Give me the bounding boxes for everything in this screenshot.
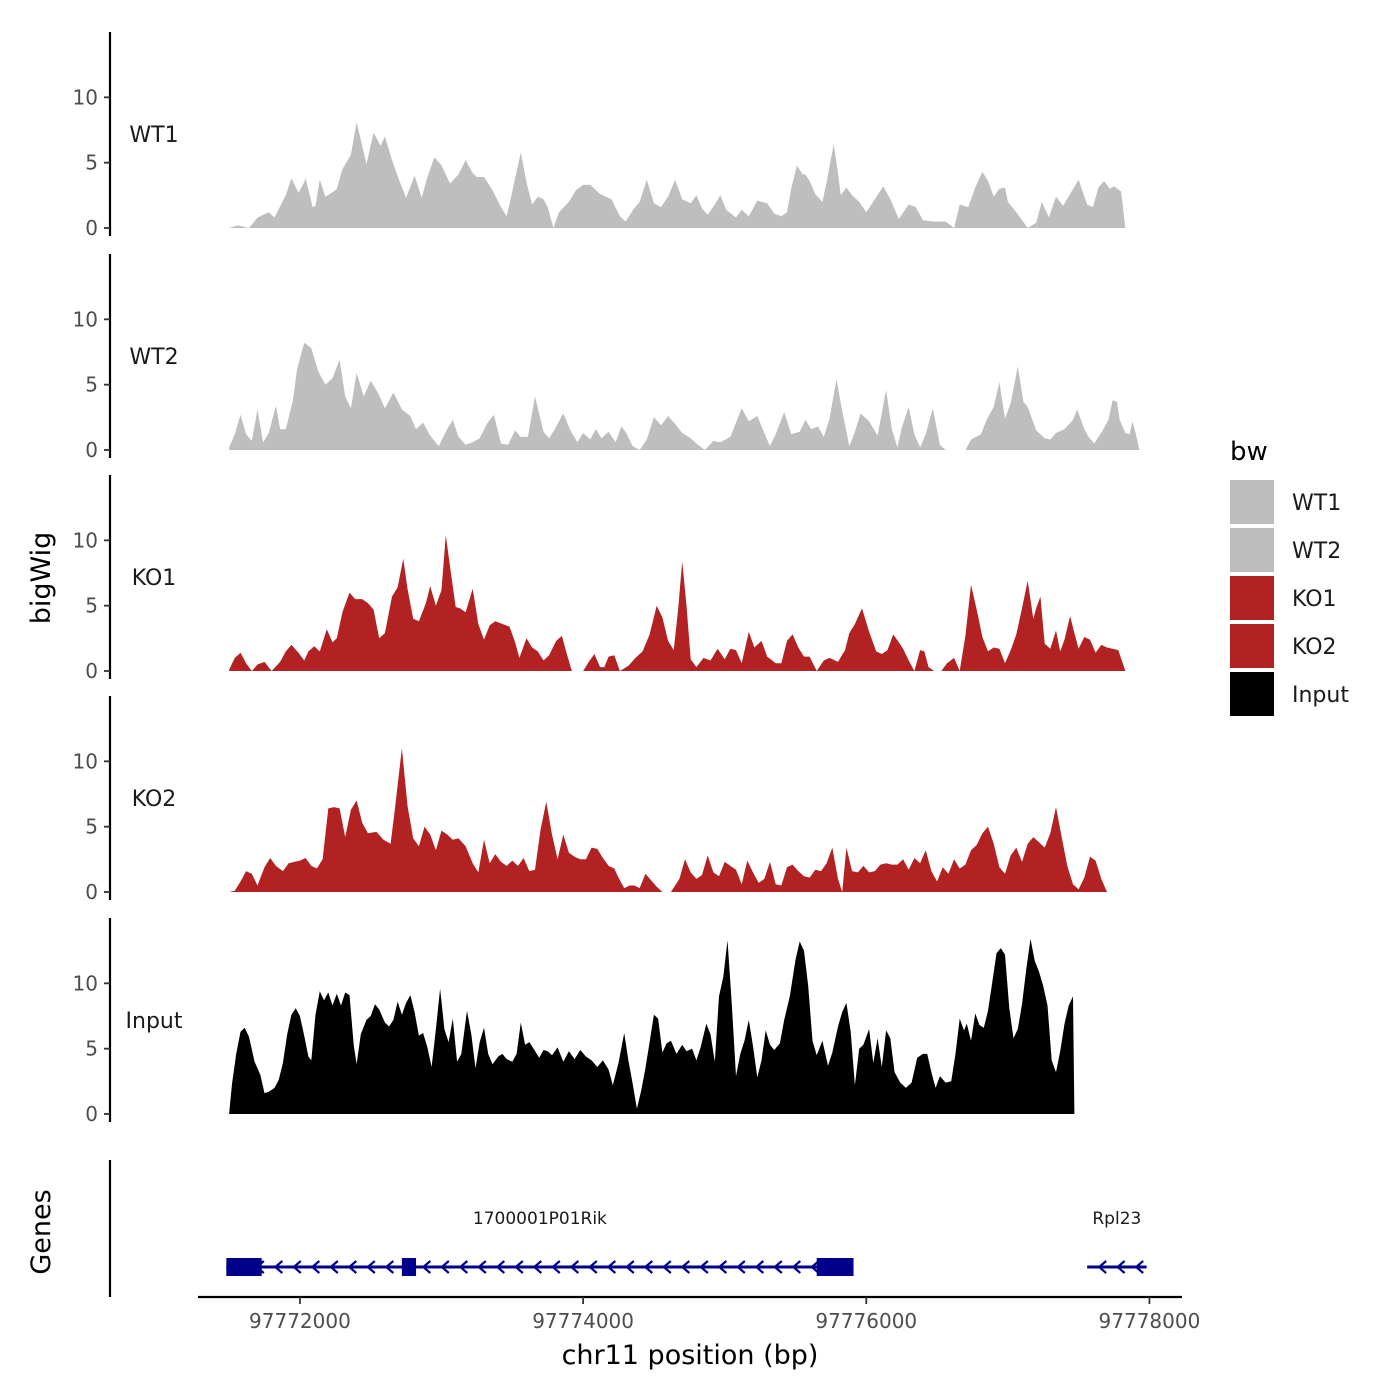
strand-arrow-icon bbox=[329, 1260, 339, 1274]
strand-arrow-icon bbox=[1115, 1260, 1126, 1274]
legend-swatch-ko1 bbox=[1230, 576, 1274, 620]
track-ko2: 0 5 10 KO2 bbox=[73, 696, 1108, 904]
strand-arrow-icon bbox=[384, 1260, 395, 1274]
strand-arrow-icon bbox=[458, 1260, 469, 1274]
genes-track: 1700001P01Rik Rpl23 bbox=[108, 1160, 1147, 1297]
y-tick-label: 0 bbox=[85, 880, 98, 904]
strand-arrow-icon bbox=[366, 1260, 376, 1274]
gene-label: 1700001P01Rik bbox=[473, 1209, 607, 1229]
gene-1700001p01rik: 1700001P01Rik bbox=[226, 1209, 854, 1276]
strand-arrow-icon bbox=[569, 1260, 580, 1274]
y-tick-label: 5 bbox=[85, 815, 98, 839]
strand-arrow-icon bbox=[680, 1260, 691, 1274]
y-tick-label: 10 bbox=[73, 307, 98, 331]
y-tick-label: 0 bbox=[85, 438, 98, 462]
strand-arrow-icon bbox=[514, 1260, 524, 1274]
strand-arrow-icon bbox=[606, 1260, 617, 1274]
strand-arrow-icon bbox=[532, 1260, 543, 1274]
track-area-ko1 bbox=[229, 535, 1126, 671]
strand-arrow-icon bbox=[1134, 1260, 1144, 1274]
track-label-ko2: KO2 bbox=[132, 787, 177, 812]
y-tick-label: 10 bbox=[73, 85, 98, 109]
strand-arrow-icon bbox=[292, 1260, 302, 1274]
strand-arrow-icon bbox=[347, 1260, 358, 1274]
y-tick-label: 0 bbox=[85, 216, 98, 240]
legend-title: bw bbox=[1230, 437, 1268, 467]
track-label-wt1: WT1 bbox=[129, 123, 178, 148]
track-wt2: 0 5 10 WT2 bbox=[73, 254, 1140, 462]
track-area-wt1 bbox=[229, 122, 1126, 228]
x-axis-title: chr11 position (bp) bbox=[562, 1340, 819, 1371]
track-area-input bbox=[229, 938, 1075, 1114]
track-label-wt2: WT2 bbox=[129, 345, 178, 370]
legend-label-ko1: KO1 bbox=[1292, 587, 1337, 612]
bigwig-tracks: 0 5 10 WT1 0 5 10 WT2 0 5 10 KO1 0 5 10 KO2 0 5 10 Input bbox=[73, 32, 1140, 1126]
track-label-ko1: KO1 bbox=[132, 566, 177, 591]
y-tick-label: 0 bbox=[85, 659, 98, 683]
strand-arrow-icon bbox=[421, 1260, 432, 1274]
y-tick-label: 5 bbox=[85, 1037, 98, 1061]
x-tick-label: 97772000 bbox=[249, 1309, 351, 1333]
strand-arrow-icon bbox=[810, 1260, 820, 1274]
legend: bw WT1 WT2 KO1 KO2 Input bbox=[1230, 437, 1349, 716]
x-tick-label: 97774000 bbox=[532, 1309, 634, 1333]
track-area-wt2 bbox=[229, 342, 1140, 450]
y-tick-label: 5 bbox=[85, 373, 98, 397]
y-tick-label: 5 bbox=[85, 151, 98, 175]
track-wt1: 0 5 10 WT1 bbox=[73, 32, 1126, 240]
exon bbox=[226, 1258, 262, 1276]
exon bbox=[816, 1258, 854, 1276]
y-tick-label: 10 bbox=[73, 971, 98, 995]
legend-swatch-input bbox=[1230, 672, 1274, 716]
strand-arrow-icon bbox=[791, 1260, 802, 1274]
strand-arrow-icon bbox=[440, 1260, 450, 1274]
genes-axis-title: Genes bbox=[26, 1189, 57, 1274]
strand-arrow-icon bbox=[495, 1260, 506, 1274]
legend-label-wt1: WT1 bbox=[1292, 491, 1341, 516]
strand-arrow-icon bbox=[551, 1260, 561, 1274]
strand-arrow-icon bbox=[699, 1260, 709, 1274]
strand-arrow-icon bbox=[625, 1260, 635, 1274]
strand-arrow-icon bbox=[1097, 1260, 1107, 1274]
strand-arrow-icon bbox=[717, 1260, 728, 1274]
exon bbox=[401, 1258, 417, 1276]
track-area-ko2 bbox=[229, 748, 1108, 892]
track-label-input: Input bbox=[126, 1009, 183, 1034]
gene-rpl23: Rpl23 bbox=[1087, 1209, 1147, 1274]
x-tick-label: 97776000 bbox=[815, 1309, 917, 1333]
legend-label-wt2: WT2 bbox=[1292, 539, 1341, 564]
y-tick-label: 5 bbox=[85, 594, 98, 618]
strand-arrow-icon bbox=[662, 1260, 672, 1274]
strand-arrow-icon bbox=[477, 1260, 487, 1274]
x-tick-label: 97778000 bbox=[1099, 1309, 1201, 1333]
strand-arrow-icon bbox=[754, 1260, 765, 1274]
strand-arrow-icon bbox=[736, 1260, 746, 1274]
y-tick-label: 0 bbox=[85, 1102, 98, 1126]
legend-swatch-wt2 bbox=[1230, 528, 1274, 572]
y-tick-label: 10 bbox=[73, 749, 98, 773]
legend-label-input: Input bbox=[1292, 683, 1349, 708]
strand-arrow-icon bbox=[643, 1260, 654, 1274]
strand-arrow-icon bbox=[310, 1260, 321, 1274]
y-axis-title: bigWig bbox=[26, 532, 57, 625]
legend-swatch-ko2 bbox=[1230, 624, 1274, 668]
gene-label: Rpl23 bbox=[1092, 1209, 1141, 1229]
legend-swatch-wt1 bbox=[1230, 480, 1274, 524]
y-tick-label: 10 bbox=[73, 528, 98, 552]
track-input: 0 5 10 Input bbox=[73, 918, 1075, 1126]
track-ko1: 0 5 10 KO1 bbox=[73, 475, 1126, 683]
x-axis: 97772000 97774000 97776000 97778000 bbox=[198, 1295, 1201, 1333]
strand-arrow-icon bbox=[273, 1260, 284, 1274]
legend-label-ko2: KO2 bbox=[1292, 635, 1337, 660]
strand-arrow-icon bbox=[588, 1260, 598, 1274]
strand-arrow-icon bbox=[773, 1260, 783, 1274]
